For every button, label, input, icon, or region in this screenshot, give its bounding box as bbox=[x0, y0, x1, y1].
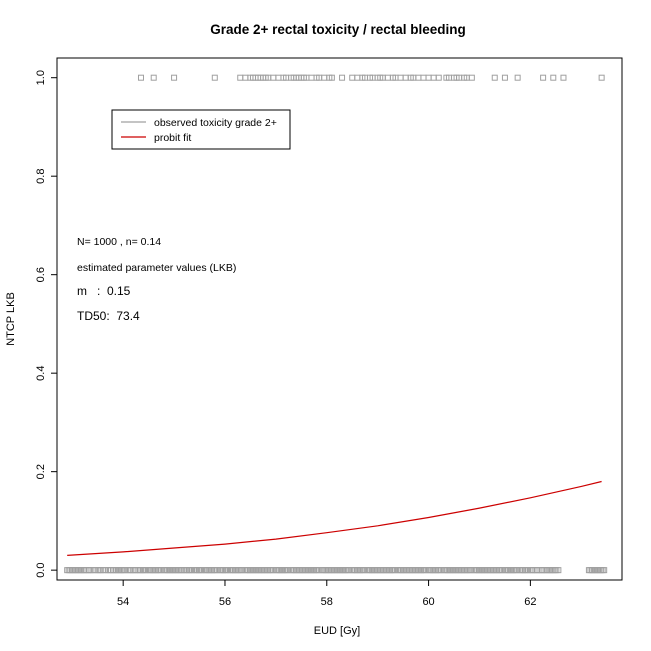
y-tick-label: 0.8 bbox=[35, 169, 47, 184]
y-tick-label: 1.0 bbox=[35, 70, 47, 85]
y-axis: 0.0 0.2 0.4 0.6 0.8 1.0 bbox=[35, 70, 57, 578]
data-point-toxic bbox=[540, 74, 547, 81]
data-point-toxic bbox=[137, 74, 144, 81]
probit-fit-line bbox=[67, 480, 602, 556]
annotation-td50-value: TD50: 73.4 bbox=[77, 309, 140, 323]
data-point-toxic bbox=[491, 74, 498, 81]
data-point-toxic bbox=[270, 74, 277, 81]
data-point-nontoxic bbox=[86, 567, 93, 574]
data-point-toxic bbox=[237, 74, 244, 81]
data-point-nontoxic bbox=[131, 567, 138, 574]
x-tick-label: 60 bbox=[422, 596, 434, 608]
data-point-toxic bbox=[514, 74, 521, 81]
x-axis: 54 56 58 60 62 bbox=[117, 580, 537, 608]
data-point-toxic bbox=[550, 74, 557, 81]
y-axis-label: NTCP LKB bbox=[5, 292, 17, 346]
data-point-toxic bbox=[384, 74, 391, 81]
data-point-toxic bbox=[397, 74, 404, 81]
data-point-toxic bbox=[415, 74, 422, 81]
data-point-toxic bbox=[435, 74, 442, 81]
legend-label-observed: observed toxicity grade 2+ bbox=[154, 117, 277, 129]
observed-points-no-toxicity bbox=[64, 567, 608, 574]
x-tick-label: 56 bbox=[219, 596, 231, 608]
data-point-nontoxic bbox=[533, 567, 540, 574]
annotation-m-value: m : 0.15 bbox=[77, 284, 131, 298]
annotation-parameter-heading: estimated parameter values (LKB) bbox=[77, 262, 236, 274]
x-tick-label: 58 bbox=[321, 596, 333, 608]
data-point-toxic bbox=[430, 74, 437, 81]
x-axis-label: EUD [Gy] bbox=[314, 625, 360, 637]
plot-frame bbox=[56, 57, 623, 581]
observed-points-grade2-toxic bbox=[137, 74, 605, 81]
data-point-toxic bbox=[349, 74, 356, 81]
data-point-toxic bbox=[560, 74, 567, 81]
data-point-toxic bbox=[420, 74, 427, 81]
data-point-toxic bbox=[468, 74, 475, 81]
data-point-toxic bbox=[402, 74, 409, 81]
data-point-nontoxic bbox=[555, 567, 562, 574]
data-point-nontoxic bbox=[539, 567, 546, 574]
data-point-toxic bbox=[321, 74, 328, 81]
legend-label-probit: probit fit bbox=[154, 132, 191, 144]
data-point-toxic bbox=[171, 74, 178, 81]
data-point-toxic bbox=[275, 74, 282, 81]
data-point-toxic bbox=[339, 74, 346, 81]
data-point-toxic bbox=[211, 74, 218, 81]
data-point-toxic bbox=[501, 74, 508, 81]
legend: observed toxicity grade 2+ probit fit bbox=[111, 109, 291, 150]
data-point-toxic bbox=[425, 74, 432, 81]
y-tick-label: 0.0 bbox=[35, 563, 47, 578]
data-point-nontoxic bbox=[601, 567, 608, 574]
chart-title: Grade 2+ rectal toxicity / rectal bleedi… bbox=[210, 22, 465, 37]
data-point-toxic bbox=[150, 74, 157, 81]
data-point-toxic bbox=[308, 74, 315, 81]
x-tick-label: 62 bbox=[524, 596, 536, 608]
data-point-toxic bbox=[598, 74, 605, 81]
y-tick-label: 0.4 bbox=[35, 366, 47, 381]
data-point-toxic bbox=[354, 74, 361, 81]
data-point-toxic bbox=[328, 74, 335, 81]
legend-box bbox=[111, 109, 291, 150]
y-tick-label: 0.2 bbox=[35, 464, 47, 479]
x-tick-label: 54 bbox=[117, 596, 129, 608]
annotation-sample-size: N= 1000 , n= 0.14 bbox=[77, 236, 161, 248]
data-point-toxic bbox=[242, 74, 249, 81]
y-tick-label: 0.6 bbox=[35, 267, 47, 282]
